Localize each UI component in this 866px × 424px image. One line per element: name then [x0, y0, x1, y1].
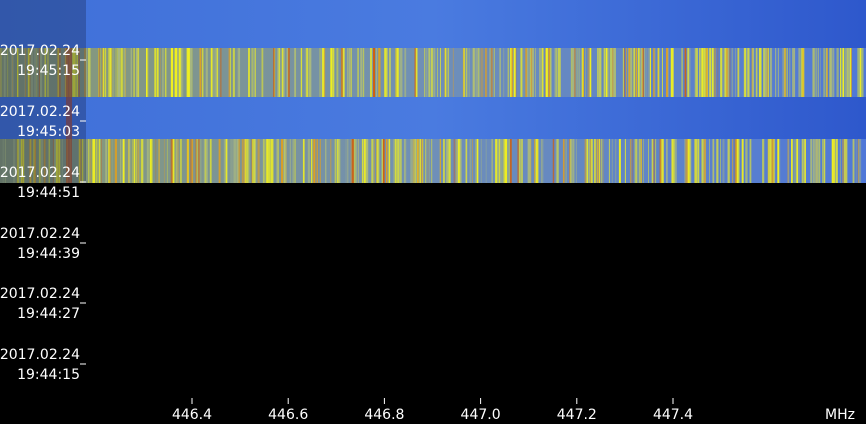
time-label-date: 2017.02.24: [0, 286, 80, 302]
time-label-time: 19:44:27: [17, 306, 80, 322]
frequency-tick-label: 447.4: [653, 407, 693, 423]
time-label-time: 19:45:15: [17, 63, 80, 79]
time-label-time: 19:44:51: [17, 185, 80, 201]
frequency-unit: MHz: [825, 407, 855, 423]
frequency-tick-label: 446.8: [364, 407, 404, 423]
time-label-time: 19:44:39: [17, 246, 80, 262]
time-label-time: 19:44:15: [17, 367, 80, 383]
time-label-date: 2017.02.24: [0, 104, 80, 120]
signal-streaks: [0, 48, 864, 183]
frequency-ticks: 446.4 446.6 446.8 447.0 447.2 447.4 MHz: [172, 398, 855, 423]
time-label-date: 2017.02.24: [0, 347, 80, 363]
burst-band: [0, 139, 866, 183]
label-overlay: [0, 0, 86, 183]
frequency-tick-label: 447.2: [557, 407, 597, 423]
hot-column: [66, 48, 72, 183]
frequency-tick-label: 446.6: [268, 407, 308, 423]
frequency-tick-label: 446.4: [172, 407, 212, 423]
time-label-date: 2017.02.24: [0, 165, 80, 181]
time-label-date: 2017.02.24: [0, 226, 80, 242]
time-label-date: 2017.02.24: [0, 43, 80, 59]
frequency-tick-label: 447.0: [461, 407, 501, 423]
time-label-time: 19:45:03: [17, 124, 80, 140]
time-labels: 2017.02.24 19:45:15 2017.02.24 19:45:03 2017…: [0, 43, 86, 383]
